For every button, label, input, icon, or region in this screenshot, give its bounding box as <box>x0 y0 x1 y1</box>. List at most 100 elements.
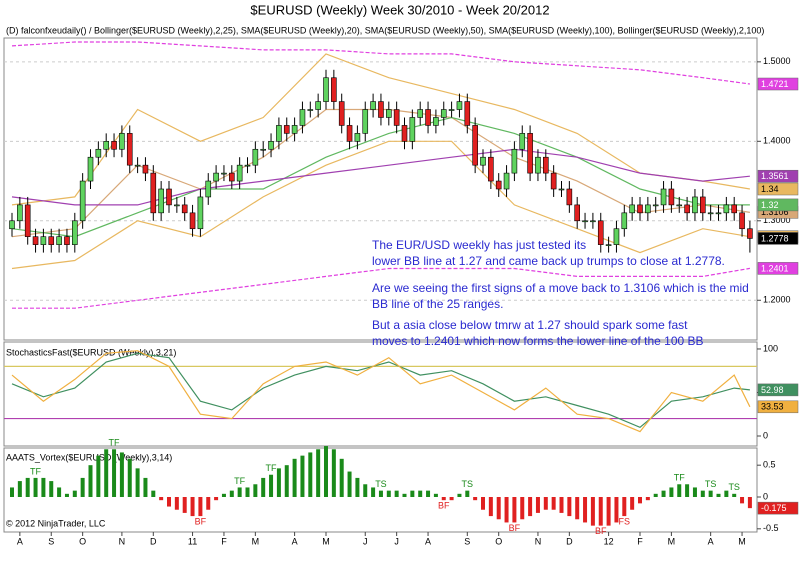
candle-body <box>205 180 212 198</box>
x-tick-label: M <box>738 536 746 546</box>
candle-body <box>652 204 659 207</box>
bar <box>732 493 737 497</box>
candle-body <box>87 156 94 182</box>
bar <box>622 497 627 517</box>
bar <box>551 497 556 510</box>
bar <box>33 477 38 497</box>
bar <box>64 493 69 497</box>
candle-body <box>24 204 31 237</box>
value-tag: 1.2778 <box>761 233 789 243</box>
bar <box>512 497 517 523</box>
x-tick-label: N <box>119 536 126 546</box>
bar <box>669 487 674 497</box>
bar <box>661 490 666 497</box>
candle-body <box>221 172 227 175</box>
bar <box>229 490 234 497</box>
bar <box>708 490 713 497</box>
annotation: lower BB line at 1.27 and came back up t… <box>372 254 725 268</box>
candle-body <box>645 204 651 214</box>
candle-body <box>260 148 267 151</box>
candle-body <box>637 204 643 214</box>
candle-body <box>440 109 447 118</box>
bar <box>167 497 171 507</box>
candle-body <box>684 204 690 214</box>
bar <box>457 493 462 497</box>
bar <box>520 497 525 520</box>
candle-body <box>174 204 180 207</box>
bar <box>535 497 540 513</box>
bar <box>590 497 595 526</box>
x-tick-label: S <box>464 536 470 546</box>
signal-label: BF <box>595 526 607 536</box>
candle-body <box>409 117 416 142</box>
candle-body <box>621 212 628 230</box>
annotation: moves to 1.2401 which now forms the lowe… <box>372 334 704 348</box>
candle-body <box>323 77 329 102</box>
annotation: Are we seeing the first signs of a move … <box>372 281 749 295</box>
candle-body <box>64 236 70 245</box>
bar <box>10 487 14 497</box>
value-tag: 52.98 <box>761 385 784 395</box>
signal-label: BF <box>195 516 207 526</box>
bar <box>159 497 164 501</box>
candle-body <box>699 196 706 214</box>
candle-body <box>519 133 526 150</box>
bar <box>143 477 148 497</box>
bar <box>394 490 399 497</box>
x-tick-label: S <box>48 536 54 546</box>
candle-body <box>535 156 541 174</box>
bar <box>308 452 313 497</box>
signal-label: BF <box>438 501 450 511</box>
bar <box>716 493 721 497</box>
annotation: BB line of the 25 ranges. <box>372 297 503 311</box>
candle-body <box>166 188 172 206</box>
candle-body <box>213 172 219 182</box>
candle-body <box>747 228 753 239</box>
bar <box>614 497 619 523</box>
candle-body <box>472 125 478 166</box>
candle-body <box>425 109 431 126</box>
bar <box>269 474 274 497</box>
candle-body <box>48 236 55 245</box>
annotation: The EUR/USD weekly has just tested its <box>372 238 586 252</box>
bar <box>25 477 30 497</box>
candle-body <box>582 220 588 223</box>
bar <box>630 497 635 510</box>
candle-body <box>378 101 384 118</box>
candle-body <box>72 220 78 245</box>
candle-body <box>299 109 306 126</box>
bar <box>324 446 328 497</box>
candle-body <box>692 196 698 214</box>
candle-body <box>331 77 337 102</box>
value-tag: -0.175 <box>761 503 787 513</box>
candle-body <box>9 220 15 230</box>
value-tag-box <box>757 77 799 91</box>
bar <box>206 497 211 510</box>
candle-body <box>346 125 353 142</box>
bar <box>112 449 117 497</box>
signal-label: TS <box>375 479 387 489</box>
bar <box>182 497 187 513</box>
candle-body <box>433 117 439 126</box>
value-tag: 1.2401 <box>761 263 789 273</box>
signal-label: TF <box>674 473 685 483</box>
x-tick-label: 11 <box>188 536 197 546</box>
bar <box>72 490 77 497</box>
x-tick-label: A <box>708 536 714 546</box>
x-tick-label: M <box>668 536 676 546</box>
bar <box>292 458 297 497</box>
candle-body <box>550 172 557 190</box>
bar <box>221 493 226 497</box>
candle-body <box>393 109 400 126</box>
copyright: © 2012 NinjaTrader, LLC <box>6 518 106 528</box>
candle-body <box>56 236 62 245</box>
candle-body <box>495 180 502 190</box>
candle-body <box>739 212 745 230</box>
bar <box>740 497 745 504</box>
bar <box>96 455 101 497</box>
candle-body <box>276 125 282 142</box>
series-line <box>11 350 751 433</box>
value-tag: 1.3561 <box>761 171 789 181</box>
candle-body <box>401 125 408 142</box>
